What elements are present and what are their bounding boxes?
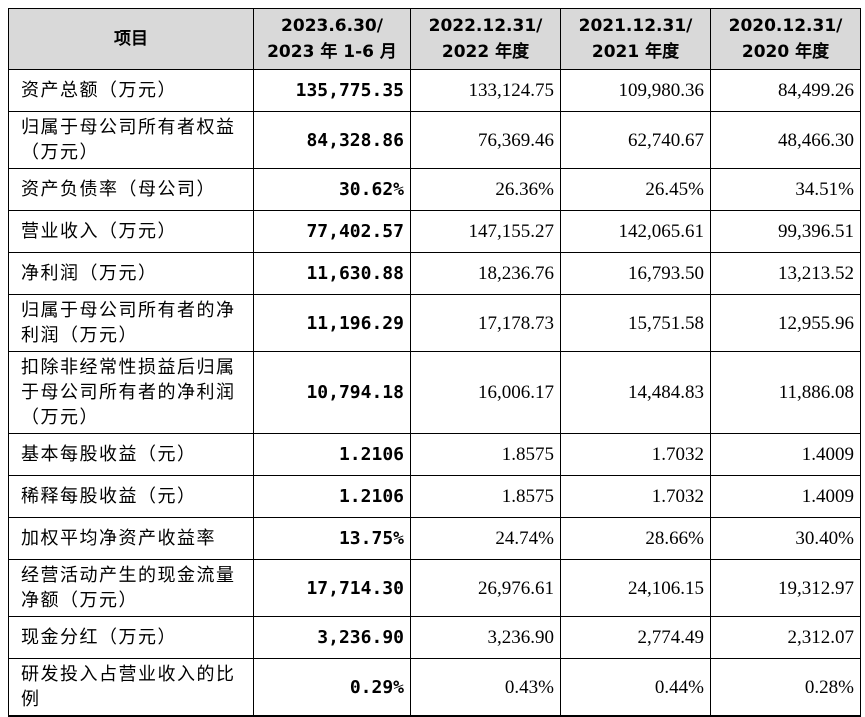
value-cell: 1.8575 [410,433,561,476]
value-cell: 26.45% [560,168,711,211]
row-label: 稀释每股收益（元） [8,475,254,518]
value-cell: 133,124.75 [410,69,561,112]
row-label: 归属于母公司所有者的净利润（万元） [8,294,254,352]
value-cell: 30.40% [710,517,861,560]
value-cell: 84,499.26 [710,69,861,112]
value-cell: 142,065.61 [560,210,711,253]
value-cell: 1.2106 [253,433,411,476]
value-cell: 14,484.83 [560,351,711,434]
value-cell: 1.4009 [710,475,861,518]
value-cell: 109,980.36 [560,69,711,112]
value-cell: 10,794.18 [253,351,411,434]
header-line: 2022 年度 [441,42,530,62]
table-wrap: 项目 2023.6.30/2023 年 1-6 月 2022.12.31/2022 … [8,8,861,717]
row-label: 基本每股收益（元） [8,433,254,476]
header-cell: 2022.12.31/2022 年度 [410,8,561,70]
value-cell: 48,466.30 [710,111,861,169]
row-label: 研发投入占营业收入的比例 [8,658,254,717]
row-label: 营业收入（万元） [8,210,254,253]
value-cell: 17,178.73 [410,294,561,352]
header-cell: 2021.12.31/2021 年度 [560,8,711,70]
header-line: 2020 年度 [741,42,830,62]
header-line: 2020.12.31/ [728,16,843,36]
row-label: 加权平均净资产收益率 [8,517,254,560]
value-cell: 30.62% [253,168,411,211]
value-cell: 0.43% [410,658,561,717]
value-cell: 2,312.07 [710,616,861,659]
value-cell: 147,155.27 [410,210,561,253]
row-label: 经营活动产生的现金流量净额（万元） [8,559,254,617]
value-cell: 77,402.57 [253,210,411,253]
value-cell: 3,236.90 [410,616,561,659]
table-body: 资产总额（万元） 135,775.35 133,124.75 109,980.36 84… [8,69,861,717]
header-line: 2023 年 1-6 月 [267,42,397,62]
table-row: 净利润（万元） 11,630.88 18,236.76 16,793.50 13,213… [8,252,861,295]
value-cell: 11,886.08 [710,351,861,434]
financial-table: 项目 2023.6.30/2023 年 1-6 月 2022.12.31/2022 … [8,8,861,717]
value-cell: 34.51% [710,168,861,211]
value-cell: 1.4009 [710,433,861,476]
value-cell: 26.36% [410,168,561,211]
value-cell: 26,976.61 [410,559,561,617]
header-cell: 2023.6.30/2023 年 1-6 月 [253,8,411,70]
header-line: 项目 [114,29,148,49]
table-row: 经营活动产生的现金流量净额（万元） 17,714.30 26,976.61 24,10… [8,559,861,617]
row-label: 归属于母公司所有者权益（万元） [8,111,254,169]
row-label: 资产负债率（母公司） [8,168,254,211]
value-cell: 1.8575 [410,475,561,518]
table-row: 归属于母公司所有者权益（万元） 84,328.86 76,369.46 62,740.… [8,111,861,169]
header-line: 2021.12.31/ [578,16,693,36]
row-label: 资产总额（万元） [8,69,254,112]
row-label: 净利润（万元） [8,252,254,295]
value-cell: 12,955.96 [710,294,861,352]
row-label: 扣除非经常性损益后归属于母公司所有者的净利润（万元） [8,351,254,434]
value-cell: 62,740.67 [560,111,711,169]
value-cell: 135,775.35 [253,69,411,112]
value-cell: 0.29% [253,658,411,717]
table-row: 研发投入占营业收入的比例 0.29% 0.43% 0.44% 0.28% [8,658,861,717]
value-cell: 1.2106 [253,475,411,518]
value-cell: 11,630.88 [253,252,411,295]
header-line: 2023.6.30/ [281,16,383,36]
value-cell: 16,006.17 [410,351,561,434]
value-cell: 28.66% [560,517,711,560]
value-cell: 0.44% [560,658,711,717]
table-row: 稀释每股收益（元） 1.2106 1.8575 1.7032 1.4009 [8,475,861,518]
header-line: 2022.12.31/ [428,16,543,36]
value-cell: 16,793.50 [560,252,711,295]
value-cell: 13.75% [253,517,411,560]
value-cell: 15,751.58 [560,294,711,352]
value-cell: 1.7032 [560,475,711,518]
header-cell: 项目 [8,8,254,70]
value-cell: 2,774.49 [560,616,711,659]
value-cell: 99,396.51 [710,210,861,253]
table-row: 归属于母公司所有者的净利润（万元） 11,196.29 17,178.73 15,75… [8,294,861,352]
header-line: 2021 年度 [591,42,680,62]
table-row: 加权平均净资产收益率 13.75% 24.74% 28.66% 30.40% [8,517,861,560]
row-label: 现金分红（万元） [8,616,254,659]
value-cell: 18,236.76 [410,252,561,295]
table-row: 现金分红（万元） 3,236.90 3,236.90 2,774.49 2,312.07 [8,616,861,659]
value-cell: 19,312.97 [710,559,861,617]
value-cell: 0.28% [710,658,861,717]
value-cell: 3,236.90 [253,616,411,659]
table-row: 扣除非经常性损益后归属于母公司所有者的净利润（万元） 10,794.18 16,00… [8,351,861,434]
value-cell: 76,369.46 [410,111,561,169]
table-row: 资产总额（万元） 135,775.35 133,124.75 109,980.36 84… [8,69,861,112]
table-row: 资产负债率（母公司） 30.62% 26.36% 26.45% 34.51% [8,168,861,211]
value-cell: 24.74% [410,517,561,560]
value-cell: 1.7032 [560,433,711,476]
header-cell: 2020.12.31/2020 年度 [710,8,861,70]
value-cell: 11,196.29 [253,294,411,352]
value-cell: 13,213.52 [710,252,861,295]
table-row: 营业收入（万元） 77,402.57 147,155.27 142,065.61 99,… [8,210,861,253]
value-cell: 84,328.86 [253,111,411,169]
value-cell: 17,714.30 [253,559,411,617]
header-row: 项目 2023.6.30/2023 年 1-6 月 2022.12.31/2022 … [8,8,861,70]
table-row: 基本每股收益（元） 1.2106 1.8575 1.7032 1.4009 [8,433,861,476]
value-cell: 24,106.15 [560,559,711,617]
